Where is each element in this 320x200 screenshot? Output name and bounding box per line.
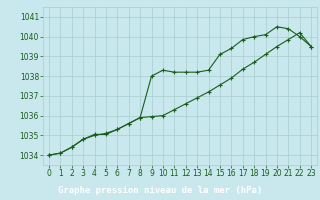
Text: Graphe pression niveau de la mer (hPa): Graphe pression niveau de la mer (hPa)	[58, 186, 262, 195]
